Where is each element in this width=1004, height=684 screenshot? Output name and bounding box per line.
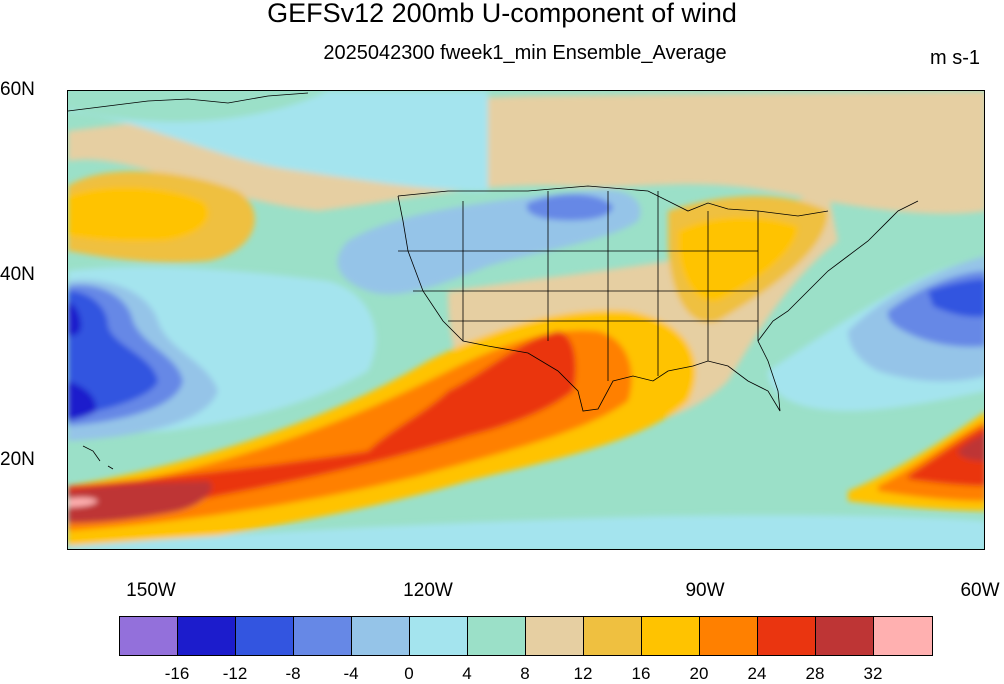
colorbar-swatch: [236, 617, 294, 655]
wind-field-plot: [68, 91, 984, 549]
colorbar-tick-label: 12: [573, 664, 593, 683]
lat-label-40n: 40N: [0, 264, 35, 285]
field-contours: [68, 91, 984, 549]
lat-label-20n: 20N: [0, 449, 35, 470]
colorbar-tick-label: 20: [689, 664, 709, 683]
colorbar-tick-label: 4: [462, 664, 472, 683]
units-label: m s-1: [930, 47, 980, 69]
colorbar-tick-label: -16: [164, 664, 190, 683]
colorbar-tick-label: -4: [343, 664, 359, 683]
colorbar-swatch: [120, 617, 178, 655]
lon-label-90w: 90W: [685, 580, 725, 601]
colorbar-tick-label: 32: [863, 664, 883, 683]
colorbar-swatch: [874, 617, 932, 655]
colorbar-tick-label: 28: [805, 664, 825, 683]
colorbar-tick-label: -12: [222, 664, 248, 683]
coastlines: [68, 92, 919, 470]
colorbar: [119, 616, 933, 656]
wind-map: [67, 90, 985, 550]
colorbar-swatch: [468, 617, 526, 655]
colorbar-swatch: [584, 617, 642, 655]
colorbar-swatch: [526, 617, 584, 655]
colorbar-tick-label: 24: [747, 664, 767, 683]
colorbar-swatch: [700, 617, 758, 655]
map-title: GEFSv12 200mb U-component of wind: [267, 0, 737, 28]
lat-label-60n: 60N: [0, 79, 35, 100]
lon-label-150w: 150W: [126, 580, 176, 601]
colorbar-swatch: [178, 617, 236, 655]
colorbar-tick-label: 8: [520, 664, 530, 683]
colorbar-tick-label: 16: [631, 664, 651, 683]
colorbar-swatch: [816, 617, 874, 655]
colorbar-swatch: [758, 617, 816, 655]
map-subtitle: 2025042300 fweek1_min Ensemble_Average: [323, 42, 727, 64]
colorbar-swatch: [642, 617, 700, 655]
colorbar-swatch: [410, 617, 468, 655]
colorbar-swatch: [294, 617, 352, 655]
lon-label-60w: 60W: [960, 580, 1000, 601]
colorbar-tick-label: -8: [285, 664, 301, 683]
colorbar-swatch: [352, 617, 410, 655]
lon-label-120w: 120W: [403, 580, 453, 601]
colorbar-tick-label: 0: [404, 664, 414, 683]
